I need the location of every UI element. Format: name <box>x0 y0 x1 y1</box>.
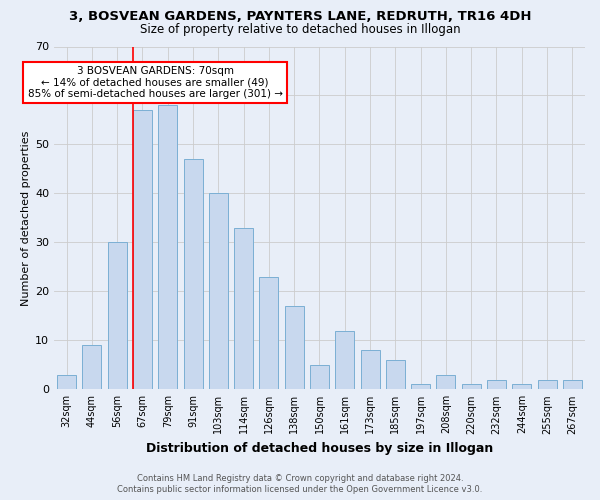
Bar <box>284 306 304 390</box>
Bar <box>259 276 278 390</box>
Bar <box>436 374 455 390</box>
Bar <box>462 384 481 390</box>
Bar <box>386 360 405 390</box>
Bar <box>234 228 253 390</box>
X-axis label: Distribution of detached houses by size in Illogan: Distribution of detached houses by size … <box>146 442 493 455</box>
Text: 3, BOSVEAN GARDENS, PAYNTERS LANE, REDRUTH, TR16 4DH: 3, BOSVEAN GARDENS, PAYNTERS LANE, REDRU… <box>69 10 531 23</box>
Bar <box>335 330 354 390</box>
Bar <box>361 350 380 390</box>
Text: Contains HM Land Registry data © Crown copyright and database right 2024.
Contai: Contains HM Land Registry data © Crown c… <box>118 474 482 494</box>
Bar <box>563 380 582 390</box>
Text: Size of property relative to detached houses in Illogan: Size of property relative to detached ho… <box>140 22 460 36</box>
Bar <box>487 380 506 390</box>
Bar <box>133 110 152 390</box>
Text: 3 BOSVEAN GARDENS: 70sqm
← 14% of detached houses are smaller (49)
85% of semi-d: 3 BOSVEAN GARDENS: 70sqm ← 14% of detach… <box>28 66 283 100</box>
Bar <box>538 380 557 390</box>
Y-axis label: Number of detached properties: Number of detached properties <box>21 130 31 306</box>
Bar <box>209 194 228 390</box>
Bar <box>82 345 101 390</box>
Bar <box>184 159 203 390</box>
Bar <box>512 384 531 390</box>
Bar <box>158 106 177 390</box>
Bar <box>57 374 76 390</box>
Bar <box>310 365 329 390</box>
Bar <box>411 384 430 390</box>
Bar <box>107 242 127 390</box>
